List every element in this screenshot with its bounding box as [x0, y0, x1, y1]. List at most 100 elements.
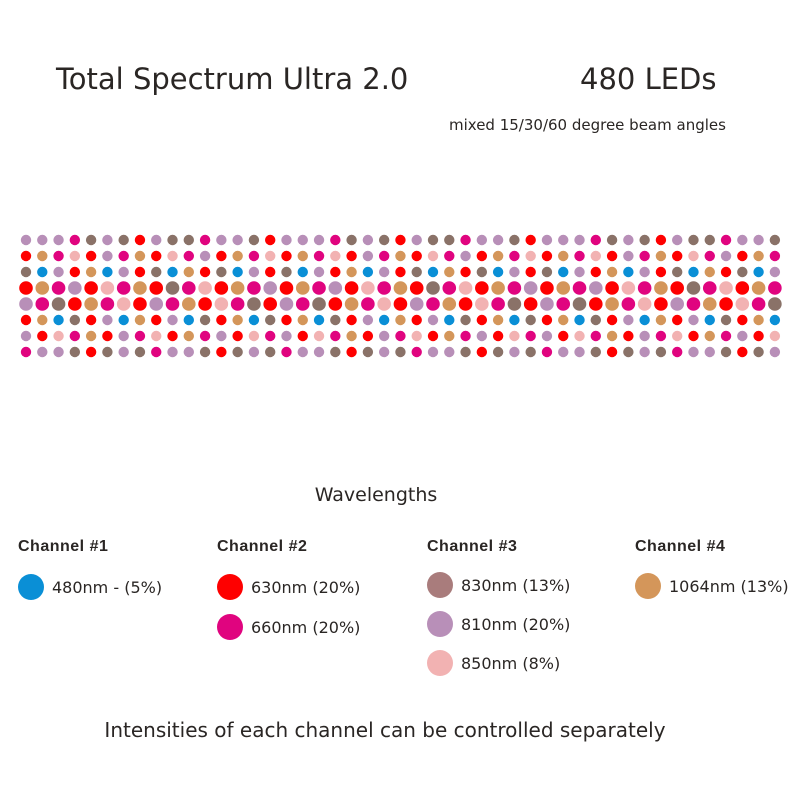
led — [686, 297, 701, 311]
led — [263, 297, 278, 311]
led — [507, 281, 522, 295]
led — [541, 314, 553, 326]
led — [476, 250, 488, 262]
led — [361, 297, 375, 311]
led — [393, 281, 408, 295]
led — [69, 330, 81, 342]
led — [590, 234, 601, 246]
led — [118, 314, 129, 326]
footer-note: Intensities of each channel can be contr… — [104, 718, 666, 742]
led — [69, 234, 81, 246]
led — [183, 266, 194, 278]
led — [655, 346, 667, 358]
led — [346, 346, 357, 358]
led — [444, 330, 455, 342]
led — [313, 234, 325, 246]
led — [378, 234, 390, 246]
led — [102, 234, 113, 246]
led — [330, 330, 341, 342]
led — [20, 234, 32, 246]
led — [427, 250, 439, 262]
channel-title: Channel #1 — [18, 538, 109, 555]
led — [216, 250, 227, 262]
legend-label: 480nm - (5%) — [52, 577, 163, 597]
led — [362, 250, 374, 262]
led — [719, 281, 733, 295]
led — [654, 281, 668, 295]
led — [102, 314, 113, 326]
led — [378, 250, 390, 262]
led — [753, 250, 764, 262]
led — [523, 281, 538, 295]
led — [199, 314, 211, 326]
led — [525, 250, 536, 262]
led — [53, 266, 64, 278]
led — [655, 330, 667, 342]
channel-4: Channel #4 1064nm (13%) — [635, 538, 789, 599]
led — [19, 281, 33, 295]
led — [639, 266, 650, 278]
led — [149, 297, 164, 311]
led — [458, 281, 473, 295]
led — [639, 234, 650, 246]
led — [558, 250, 569, 262]
led — [525, 314, 536, 326]
led — [702, 297, 717, 311]
led — [100, 281, 115, 295]
led — [395, 266, 406, 278]
led — [393, 297, 408, 311]
led — [476, 314, 488, 326]
led — [69, 346, 81, 358]
led — [247, 281, 261, 295]
led — [574, 250, 585, 262]
led — [637, 281, 652, 295]
led — [590, 330, 601, 342]
led — [165, 281, 180, 295]
led — [427, 330, 439, 342]
led — [281, 234, 292, 246]
led — [411, 234, 422, 246]
led — [151, 330, 162, 342]
led — [737, 250, 748, 262]
channel-title: Channel #2 — [217, 538, 308, 555]
led — [523, 297, 538, 311]
led — [720, 346, 732, 358]
led — [149, 281, 164, 295]
led — [606, 330, 618, 342]
led — [330, 234, 341, 246]
led — [85, 250, 97, 262]
led — [672, 250, 683, 262]
led — [330, 346, 341, 358]
led — [509, 250, 520, 262]
led — [85, 346, 97, 358]
led — [753, 330, 764, 342]
led — [313, 250, 325, 262]
legend-item: 830nm (13%) — [427, 572, 570, 598]
led — [751, 297, 766, 311]
led — [558, 234, 569, 246]
led — [281, 314, 292, 326]
led — [572, 281, 587, 295]
led — [556, 297, 571, 311]
beam-angle-note: mixed 15/30/60 degree beam angles — [449, 116, 726, 134]
led — [346, 314, 357, 326]
led — [509, 234, 520, 246]
led — [297, 250, 308, 262]
led — [606, 346, 618, 358]
led — [606, 234, 618, 246]
led — [248, 250, 260, 262]
led — [769, 266, 781, 278]
led — [426, 297, 440, 311]
led — [590, 314, 601, 326]
led — [735, 281, 750, 295]
led — [362, 234, 374, 246]
led — [670, 297, 684, 311]
led — [232, 330, 243, 342]
led — [199, 250, 211, 262]
led — [378, 266, 390, 278]
led — [134, 346, 146, 358]
led-count: 480 LEDs — [580, 62, 717, 96]
led — [216, 234, 227, 246]
led — [362, 346, 374, 358]
led — [458, 297, 473, 311]
